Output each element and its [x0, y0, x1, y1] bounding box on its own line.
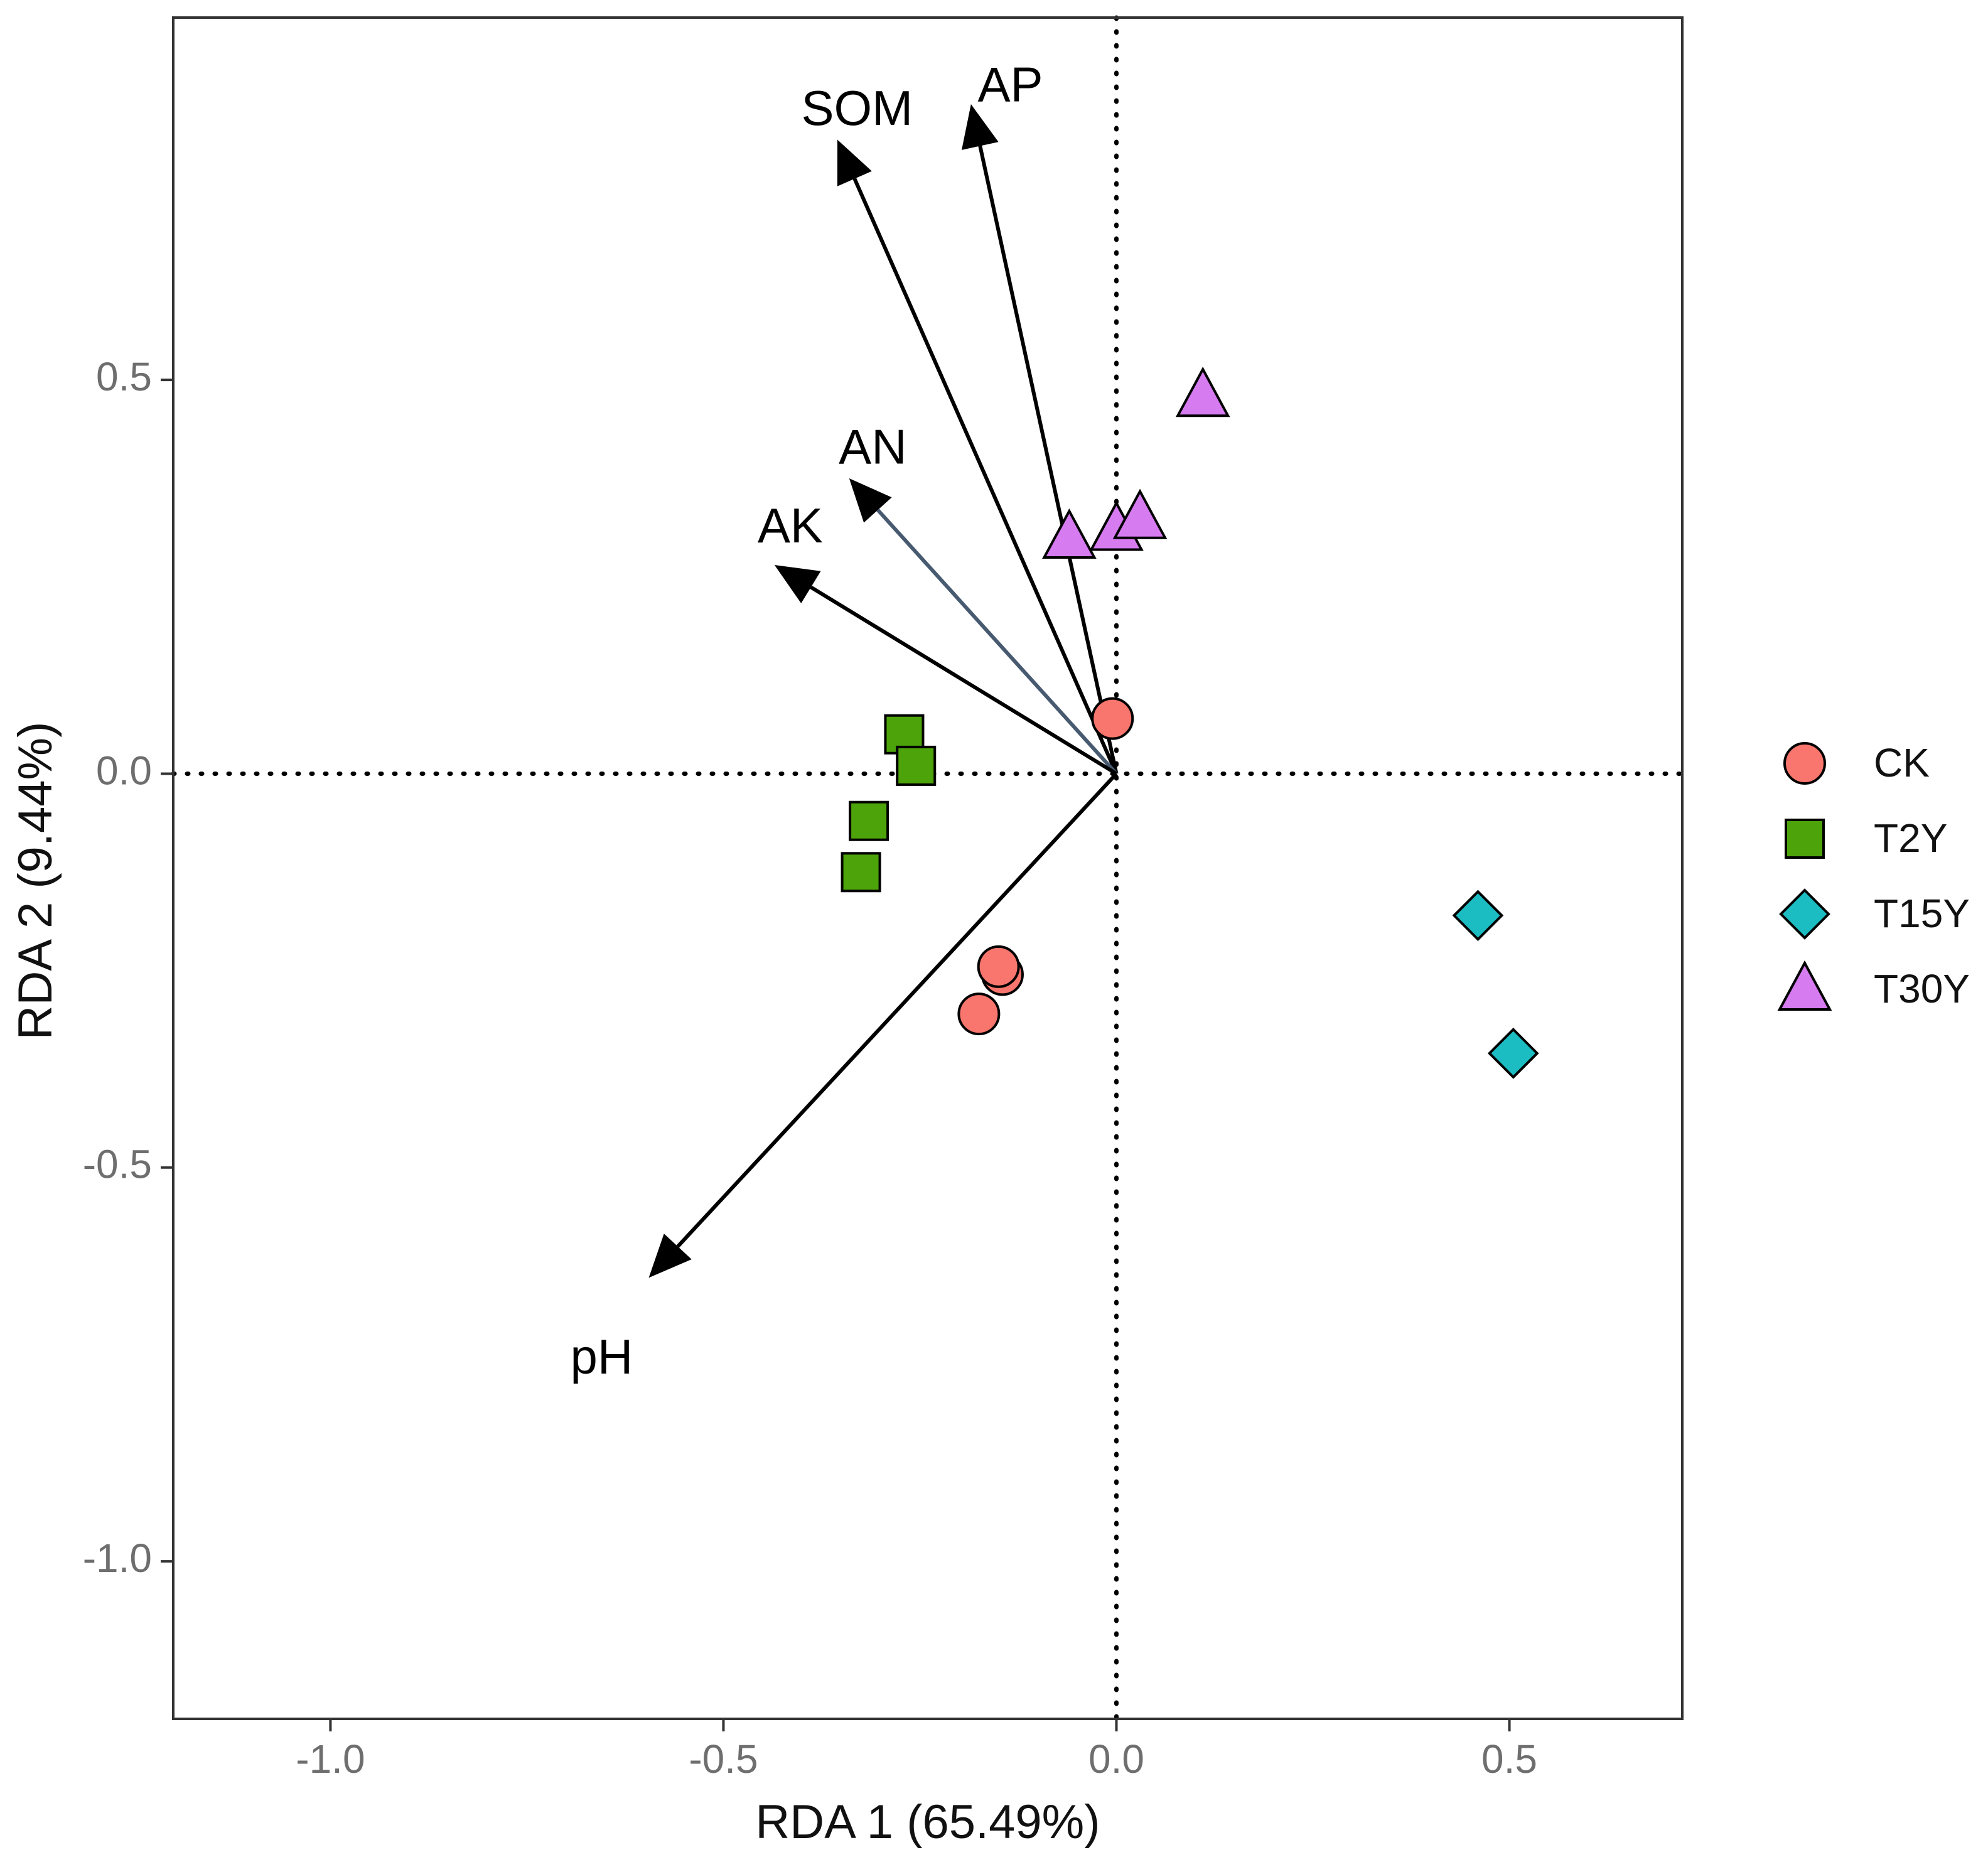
- y-axis-title: RDA 2 (9.44%): [9, 722, 62, 1040]
- sample-points: [841, 367, 1539, 1079]
- point-ck-1: [1091, 697, 1134, 740]
- environmental-vectors: SOM AP AN AK pH: [571, 57, 1119, 1384]
- arrow-ap-shaft: [978, 145, 1119, 775]
- legend-label-t2y: T2Y: [1874, 815, 1947, 861]
- x-axis-ticks: -1.0 -0.5 0.0 0.5: [296, 1719, 1537, 1782]
- legend-key-ck: [1783, 742, 1826, 785]
- arrow-ph-shaft: [676, 772, 1118, 1248]
- y-tick-label: 0.5: [96, 354, 152, 399]
- legend-label-ck: CK: [1874, 740, 1930, 785]
- arrow-label-an: AN: [839, 419, 906, 475]
- x-tick-label: 0.5: [1481, 1736, 1537, 1782]
- point-t30y-2: [1042, 508, 1097, 559]
- point-t2y-2: [896, 745, 937, 786]
- reference-lines: [171, 15, 1685, 1721]
- arrow-ph-head: [648, 1234, 692, 1278]
- arrow-ak-head: [774, 564, 821, 604]
- x-tick-label: -0.5: [689, 1736, 758, 1782]
- legend-key-t30y: [1777, 960, 1832, 1011]
- arrow-label-ak: AK: [758, 498, 823, 553]
- legend-label-t15y: T15Y: [1874, 891, 1970, 936]
- x-axis-title: RDA 1 (65.49%): [755, 1795, 1100, 1849]
- y-tick-label: -1.0: [83, 1536, 152, 1581]
- y-tick-label: 0.0: [96, 748, 152, 793]
- x-tick-label: -1.0: [296, 1736, 365, 1782]
- arrow-ap-head: [961, 104, 999, 150]
- arrow-an-head: [849, 478, 892, 523]
- arrow-label-ph: pH: [571, 1329, 633, 1384]
- y-axis-ticks: 0.5 0.0 -0.5 -1.0: [83, 354, 173, 1581]
- arrow-label-ap: AP: [977, 57, 1043, 112]
- point-t15y-2: [1487, 1028, 1539, 1079]
- arrow-som-shaft: [852, 178, 1119, 775]
- arrow-som-head: [837, 139, 872, 186]
- legend-label-t30y: T30Y: [1874, 966, 1970, 1011]
- arrow-ak-shaft: [810, 585, 1118, 776]
- legend-key-t15y: [1779, 888, 1830, 940]
- legend-key-t2y: [1785, 819, 1825, 859]
- point-t15y-1: [1452, 890, 1504, 942]
- plot-panel-border: [172, 16, 1684, 1720]
- point-t30y-1: [1175, 367, 1230, 417]
- legend: CK T2Y T15Y T30Y: [1777, 740, 1970, 1011]
- arrow-an-shaft: [876, 508, 1118, 775]
- point-ck-4: [957, 993, 1001, 1036]
- point-t30y-4: [1112, 488, 1168, 539]
- arrow-label-som: SOM: [801, 80, 913, 136]
- point-ck-3: [977, 945, 1020, 988]
- x-tick-label: 0.0: [1088, 1736, 1144, 1782]
- point-t2y-3: [849, 800, 889, 841]
- point-t2y-4: [841, 852, 881, 893]
- y-tick-label: -0.5: [83, 1142, 152, 1187]
